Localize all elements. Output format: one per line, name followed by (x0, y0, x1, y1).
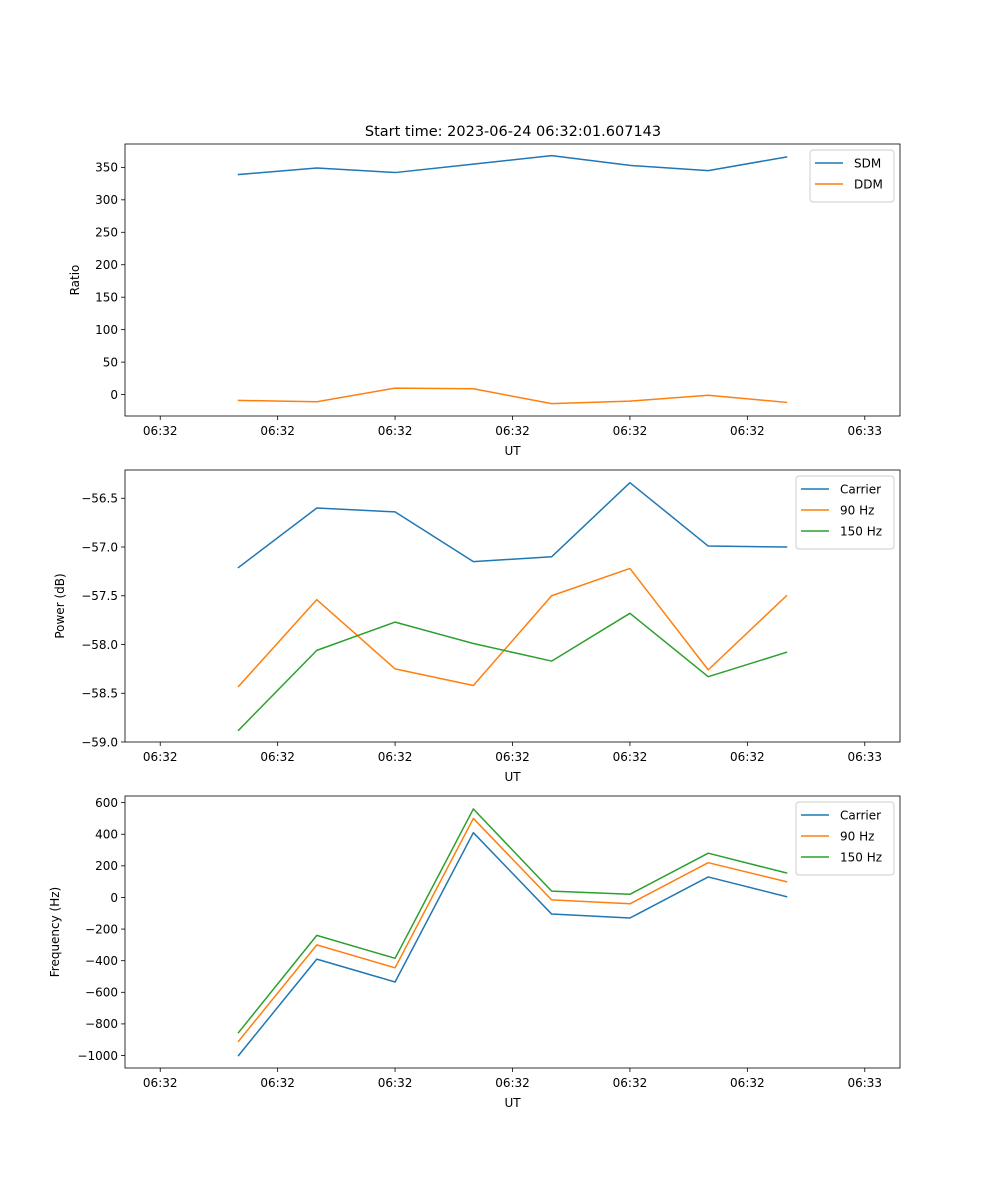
legend-label: DDM (854, 178, 883, 192)
x-tick-label: 06:32 (143, 1076, 178, 1090)
y-tick-label: −57.5 (81, 589, 118, 603)
x-tick-label: 06:32 (260, 424, 295, 438)
y-tick-label: −59.0 (81, 735, 118, 749)
legend: Carrier 90 Hz 150 Hz (795, 801, 895, 876)
y-tick-label: −56.5 (81, 492, 118, 506)
y-tick-label: 200 (95, 859, 118, 873)
series-line-carrier (237, 481, 788, 569)
series-line-150-hz (237, 808, 788, 1034)
legend-label: 90 Hz (840, 504, 874, 518)
x-tick-label: 06:32 (613, 424, 648, 438)
y-tick-label: 0 (110, 891, 118, 905)
x-tick-label: 06:33 (847, 1076, 882, 1090)
y-tick-label: −57.0 (81, 540, 118, 554)
y-tick-label: 600 (95, 796, 118, 810)
subplot-1: 06:32 06:32 06:32 06:32 06:32 06:32 06:33 0 50 10… (68, 143, 901, 458)
x-tick-label: 06:32 (613, 750, 648, 764)
x-axis-label: UT (504, 1096, 521, 1110)
y-tick-label: 400 (95, 828, 118, 842)
series-line-carrier (237, 831, 788, 1057)
x-tick-label: 06:32 (378, 750, 413, 764)
y-tick-label: 200 (95, 258, 118, 272)
y-tick-label: −800 (85, 1017, 118, 1031)
y-tick-label: 250 (95, 226, 118, 240)
subplot-3: 06:32 06:32 06:32 06:32 06:32 06:32 06:33 −1000… (48, 795, 901, 1110)
x-tick-label: 06:32 (613, 1076, 648, 1090)
y-tick-label: 350 (95, 161, 118, 175)
series-line-150-hz (237, 612, 788, 732)
y-tick-label: −58.5 (81, 687, 118, 701)
series-line-90-hz (237, 817, 788, 1043)
x-tick-label: 06:32 (495, 1076, 530, 1090)
x-tick-label: 06:32 (730, 424, 765, 438)
legend-label: 150 Hz (840, 525, 882, 539)
x-tick-label: 06:32 (495, 750, 530, 764)
x-tick-label: 06:32 (143, 424, 178, 438)
legend: Carrier 90 Hz 150 Hz (795, 475, 895, 550)
y-tick-label: 0 (110, 388, 118, 402)
y-tick-label: 100 (95, 323, 118, 337)
x-axis-label: UT (504, 444, 521, 458)
x-tick-label: 06:33 (847, 750, 882, 764)
subplots: 06:32 06:32 06:32 06:32 06:32 06:32 06:33 0 50 10… (48, 143, 901, 1110)
y-axis-label: Ratio (68, 265, 82, 296)
legend: SDM DDM (809, 149, 895, 203)
y-tick-label: 150 (95, 291, 118, 305)
x-axis-label: UT (504, 770, 521, 784)
subplot-2: 06:32 06:32 06:32 06:32 06:32 06:32 06:33 −59.0… (53, 469, 901, 784)
figure-title: Start time: 2023-06-24 06:32:01.607143 (365, 124, 661, 140)
series-line-ddm (237, 387, 788, 405)
legend-label: 90 Hz (840, 830, 874, 844)
x-tick-label: 06:32 (260, 1076, 295, 1090)
x-tick-label: 06:32 (495, 424, 530, 438)
y-axis-label: Frequency (Hz) (48, 887, 62, 978)
legend-label: SDM (854, 157, 881, 171)
x-tick-label: 06:32 (730, 1076, 765, 1090)
y-tick-label: 300 (95, 193, 118, 207)
y-tick-label: −58.0 (81, 638, 118, 652)
legend-box (809, 149, 895, 203)
x-tick-label: 06:33 (847, 424, 882, 438)
series-line-sdm (237, 154, 788, 176)
series-line-90-hz (237, 567, 788, 688)
y-tick-label: −1000 (77, 1049, 118, 1063)
legend-label: Carrier (840, 809, 881, 823)
y-tick-label: −400 (85, 954, 118, 968)
x-tick-label: 06:32 (378, 1076, 413, 1090)
x-tick-label: 06:32 (143, 750, 178, 764)
y-tick-label: −600 (85, 986, 118, 1000)
y-tick-label: 50 (103, 355, 118, 369)
x-tick-label: 06:32 (260, 750, 295, 764)
x-tick-label: 06:32 (730, 750, 765, 764)
x-tick-label: 06:32 (378, 424, 413, 438)
y-axis-label: Power (dB) (53, 573, 67, 638)
legend-label: Carrier (840, 483, 881, 497)
y-tick-label: −200 (85, 922, 118, 936)
legend-label: 150 Hz (840, 851, 882, 865)
